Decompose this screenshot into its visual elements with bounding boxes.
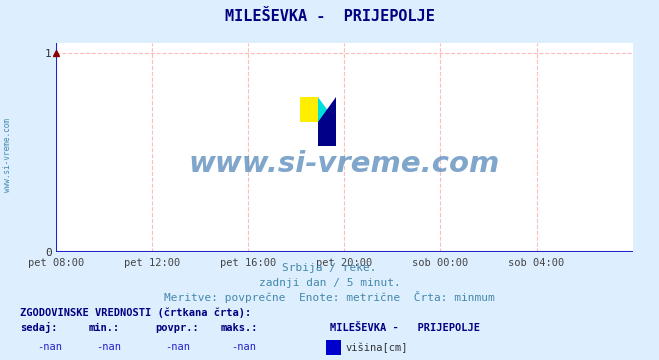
Text: MILEŠEVKA -   PRIJEPOLJE: MILEŠEVKA - PRIJEPOLJE	[330, 323, 480, 333]
Polygon shape	[318, 97, 336, 122]
Polygon shape	[318, 122, 336, 146]
Text: www.si-vreme.com: www.si-vreme.com	[3, 118, 13, 192]
Text: -nan: -nan	[165, 342, 190, 352]
Text: Meritve: povprečne  Enote: metrične  Črta: minmum: Meritve: povprečne Enote: metrične Črta:…	[164, 291, 495, 303]
Text: -nan: -nan	[96, 342, 121, 352]
Text: zadnji dan / 5 minut.: zadnji dan / 5 minut.	[258, 278, 401, 288]
Text: Srbija / reke.: Srbija / reke.	[282, 263, 377, 273]
Text: maks.:: maks.:	[221, 323, 258, 333]
Text: min.:: min.:	[89, 323, 120, 333]
Text: -nan: -nan	[37, 342, 62, 352]
Text: višina[cm]: višina[cm]	[346, 342, 409, 352]
Text: MILEŠEVKA -  PRIJEPOLJE: MILEŠEVKA - PRIJEPOLJE	[225, 9, 434, 24]
Text: ZGODOVINSKE VREDNOSTI (črtkana črta):: ZGODOVINSKE VREDNOSTI (črtkana črta):	[20, 308, 251, 319]
Polygon shape	[300, 97, 318, 122]
Polygon shape	[318, 97, 336, 122]
Text: sedaj:: sedaj:	[20, 322, 57, 333]
Text: www.si-vreme.com: www.si-vreme.com	[188, 150, 500, 178]
Text: povpr.:: povpr.:	[155, 323, 198, 333]
Text: -nan: -nan	[231, 342, 256, 352]
